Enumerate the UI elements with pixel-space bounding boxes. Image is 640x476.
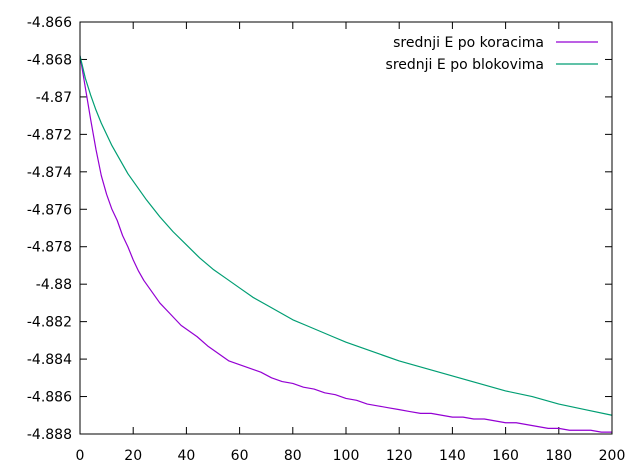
x-tick-label: 0 xyxy=(76,448,85,464)
y-tick-label: -4.882 xyxy=(27,315,72,331)
y-tick-label: -4.88 xyxy=(36,277,72,293)
x-tick-labels: 0 20 40 60 80 100 120 140 160 180 200 xyxy=(76,448,626,464)
x-tick-label: 20 xyxy=(124,448,142,464)
y-tick-label: -4.872 xyxy=(27,127,72,143)
y-tick-label: -4.868 xyxy=(27,52,72,68)
plot-frame xyxy=(79,21,613,435)
x-tick-label: 200 xyxy=(599,448,626,464)
plot-series xyxy=(79,55,613,433)
y-tick-label: -4.888 xyxy=(27,427,72,443)
y-tick-label: -4.876 xyxy=(27,202,72,218)
x-tick-label: 80 xyxy=(284,448,302,464)
y-tick-label: -4.884 xyxy=(27,352,72,368)
legend: srednji E po koracima srednji E po blokov… xyxy=(386,35,598,73)
series-line-2 xyxy=(79,55,613,416)
legend-label-2: srednji E po blokovima xyxy=(386,57,544,73)
x-tick-label: 120 xyxy=(386,448,413,464)
y-tick-label: -4.866 xyxy=(27,15,72,31)
y-tick-label: -4.878 xyxy=(27,240,72,256)
legend-label-1: srednji E po koracima xyxy=(393,35,544,51)
axis-ticks xyxy=(79,21,613,435)
x-tick-label: 40 xyxy=(177,448,195,464)
x-tick-label: 160 xyxy=(492,448,519,464)
x-tick-label: 180 xyxy=(545,448,572,464)
x-tick-label: 140 xyxy=(439,448,466,464)
y-tick-label: -4.886 xyxy=(27,390,72,406)
x-tick-label: 60 xyxy=(231,448,249,464)
y-tick-labels: -4.866 -4.868 -4.87 -4.872 -4.874 -4.876 -4.87… xyxy=(27,15,72,443)
x-tick-label: 100 xyxy=(333,448,360,464)
y-tick-label: -4.87 xyxy=(36,90,72,106)
y-tick-label: -4.874 xyxy=(27,165,72,181)
series-line-1 xyxy=(79,55,612,433)
